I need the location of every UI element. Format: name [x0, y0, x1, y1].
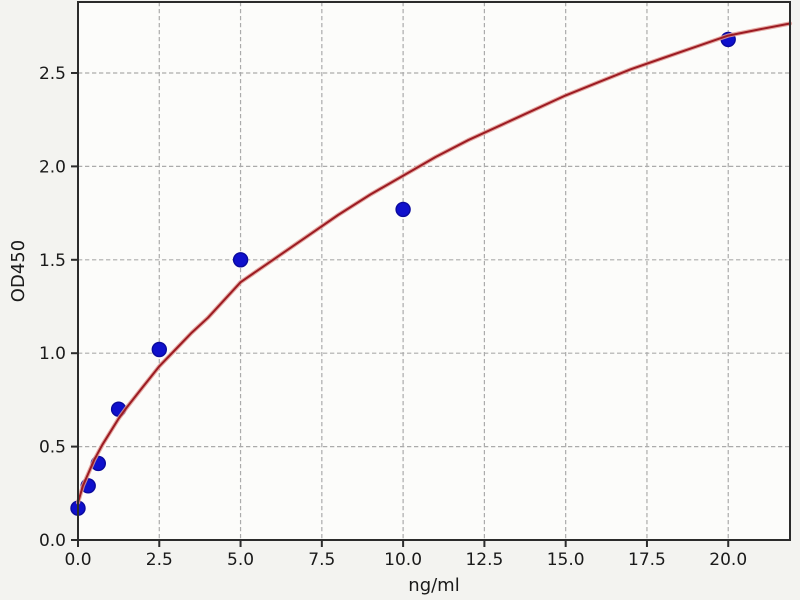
- data-point: [395, 201, 411, 218]
- y-tick-label: 1.5: [39, 251, 66, 271]
- y-tick-label: 1.0: [39, 344, 66, 364]
- fit-curve: [77, 22, 791, 504]
- data-point: [232, 252, 249, 268]
- plot-background: [78, 2, 790, 540]
- x-tick-label: 17.5: [628, 550, 666, 570]
- x-tick-label: 0.0: [64, 550, 91, 570]
- y-tick-label: 0.0: [39, 531, 66, 551]
- x-tick-label: 7.5: [308, 550, 335, 570]
- x-axis-label: ng/ml: [408, 575, 459, 596]
- y-tick-label: 2.0: [39, 157, 66, 177]
- x-tick-label: 5.0: [227, 550, 254, 570]
- x-tick-label: 12.5: [465, 550, 503, 570]
- x-tick-label: 20.0: [709, 550, 747, 570]
- y-tick-label: 0.5: [39, 438, 66, 458]
- x-tick-label: 15.0: [547, 550, 585, 570]
- x-tick-label: 10.0: [384, 550, 422, 570]
- chart-plot-layer: 0.0 2.5 5.0 7.5 10.0 12.5 15.0 17.5 20.0 0.0 0.5 1.…: [39, 1, 793, 570]
- axes-spines: [77, 1, 791, 541]
- data-point: [151, 341, 168, 358]
- x-tick-label: 2.5: [146, 550, 173, 570]
- y-axis-label: OD450: [8, 240, 29, 302]
- y-tick-label: 2.5: [39, 64, 66, 84]
